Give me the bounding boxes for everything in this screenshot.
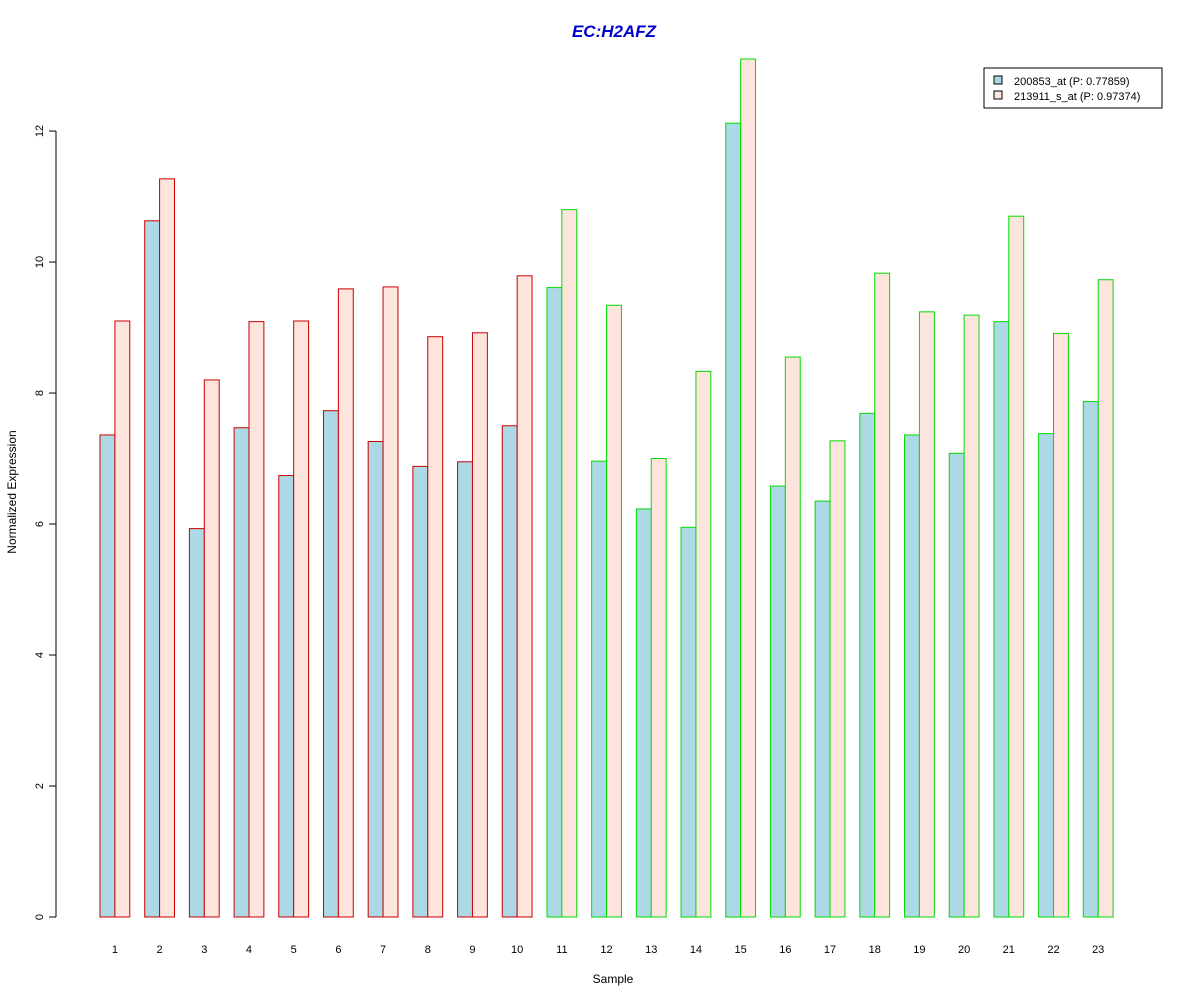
x-tick-label: 17: [824, 944, 836, 956]
bar-sample-23-series-2: [1097, 279, 1114, 918]
bar-sample-21-series-1: [993, 321, 1010, 918]
x-axis-title: Sample: [593, 972, 634, 986]
x-tick-label: 4: [246, 944, 252, 956]
x-tick-label: 12: [600, 944, 612, 956]
bars-group: [99, 58, 1114, 918]
x-tick-label: 23: [1092, 944, 1104, 956]
x-tick-label: 18: [869, 944, 881, 956]
y-axis-title: Normalized Expression: [5, 430, 19, 553]
bar-sample-7-series-2: [382, 286, 399, 918]
bar-sample-11-series-2: [561, 209, 578, 918]
bar-sample-16-series-2: [784, 356, 801, 918]
bar-sample-12-series-2: [606, 304, 622, 918]
bar-sample-4-series-1: [233, 427, 250, 918]
bar-sample-20-series-1: [948, 452, 965, 918]
x-tick-label: 15: [735, 944, 747, 956]
x-tick-label: 6: [335, 944, 341, 956]
x-tick-label: 8: [425, 944, 431, 956]
x-tick-label: 13: [645, 944, 657, 956]
bar-sample-19-series-2: [918, 311, 935, 918]
bar-sample-1-series-2: [114, 320, 131, 918]
bar-sample-5-series-1: [278, 475, 295, 918]
y-tick-label: 0: [34, 914, 46, 920]
legend-box: [983, 67, 1163, 109]
bar-sample-22-series-1: [1038, 433, 1055, 918]
x-tick-label: 20: [958, 944, 970, 956]
bar-sample-21-series-2: [1008, 215, 1025, 918]
y-tick-label: 2: [34, 783, 46, 789]
y-tick-label: 8: [34, 390, 46, 396]
x-tick-label: 21: [1003, 944, 1015, 956]
y-tick-label: 6: [34, 521, 46, 527]
bar-sample-9-series-1: [457, 461, 473, 918]
legend-swatch-213911-s-at: [993, 90, 1003, 100]
bar-sample-12-series-1: [591, 460, 608, 918]
bar-sample-22-series-2: [1053, 332, 1069, 918]
chart-title: EC:H2AFZ: [572, 22, 657, 41]
bar-sample-8-series-2: [427, 336, 444, 918]
bar-sample-15-series-1: [725, 122, 742, 918]
bar-sample-2-series-2: [159, 178, 175, 918]
bar-sample-4-series-2: [248, 321, 265, 918]
bar-sample-13-series-2: [650, 458, 667, 918]
bar-sample-1-series-1: [99, 434, 116, 918]
x-tick-label: 11: [556, 944, 567, 956]
x-tick-labels: 1 2 3 4 5 6 7 8 9 10 11 12 13 14 15 16 17 18 19 20 21 22 23: [112, 944, 1104, 956]
x-tick-label: 5: [291, 944, 297, 956]
x-tick-label: 10: [511, 944, 523, 956]
bar-sample-6-series-1: [322, 410, 339, 918]
y-tick-label: 4: [34, 652, 46, 658]
x-tick-label: 9: [469, 944, 475, 956]
legend-label-200853-at: 200853_at (P: 0.77859): [1014, 76, 1130, 88]
bar-sample-3-series-1: [188, 528, 205, 918]
bar-sample-7-series-1: [367, 441, 384, 918]
legend-label-213911-s-at: 213911_s_at (P: 0.97374): [1014, 91, 1140, 103]
bar-sample-18-series-1: [859, 412, 876, 918]
bar-sample-2-series-1: [144, 220, 161, 918]
bar-sample-23-series-1: [1082, 401, 1099, 918]
bar-sample-9-series-2: [471, 332, 488, 918]
bar-sample-16-series-1: [769, 485, 786, 918]
x-tick-label: 19: [913, 944, 925, 956]
bar-sample-3-series-2: [203, 379, 220, 918]
bar-sample-18-series-2: [874, 272, 891, 918]
x-tick-label: 16: [779, 944, 791, 956]
x-tick-label: 7: [380, 944, 386, 956]
x-tick-label: 22: [1047, 944, 1059, 956]
x-tick-label: 1: [112, 944, 118, 956]
bar-sample-11-series-1: [546, 287, 563, 918]
bar-sample-17-series-2: [829, 440, 846, 918]
legend-swatch-200853-at: [993, 75, 1003, 85]
bar-sample-13-series-1: [635, 508, 652, 918]
bar-sample-5-series-2: [293, 320, 310, 918]
bar-sample-19-series-1: [904, 434, 920, 918]
bar-sample-17-series-1: [814, 500, 831, 918]
bar-sample-10-series-2: [516, 275, 533, 918]
x-tick-label: 3: [201, 944, 207, 956]
x-tick-label: 2: [157, 944, 163, 956]
x-tick-label: 14: [690, 944, 702, 956]
bar-sample-15-series-2: [740, 58, 757, 918]
bar-sample-14-series-2: [695, 370, 712, 918]
y-tick-label: 10: [34, 256, 46, 268]
y-tick-label: 12: [34, 125, 46, 137]
bar-sample-20-series-2: [963, 314, 980, 918]
legend: 200853_at (P: 0.77859) 213911_s_at (P: 0…: [983, 67, 1163, 109]
bar-sample-14-series-1: [680, 526, 697, 918]
bar-sample-8-series-1: [412, 465, 429, 918]
y-axis: 0 2 4 6 8 10 12: [34, 125, 57, 920]
bar-sample-6-series-2: [337, 288, 354, 918]
bar-sample-10-series-1: [501, 425, 518, 918]
